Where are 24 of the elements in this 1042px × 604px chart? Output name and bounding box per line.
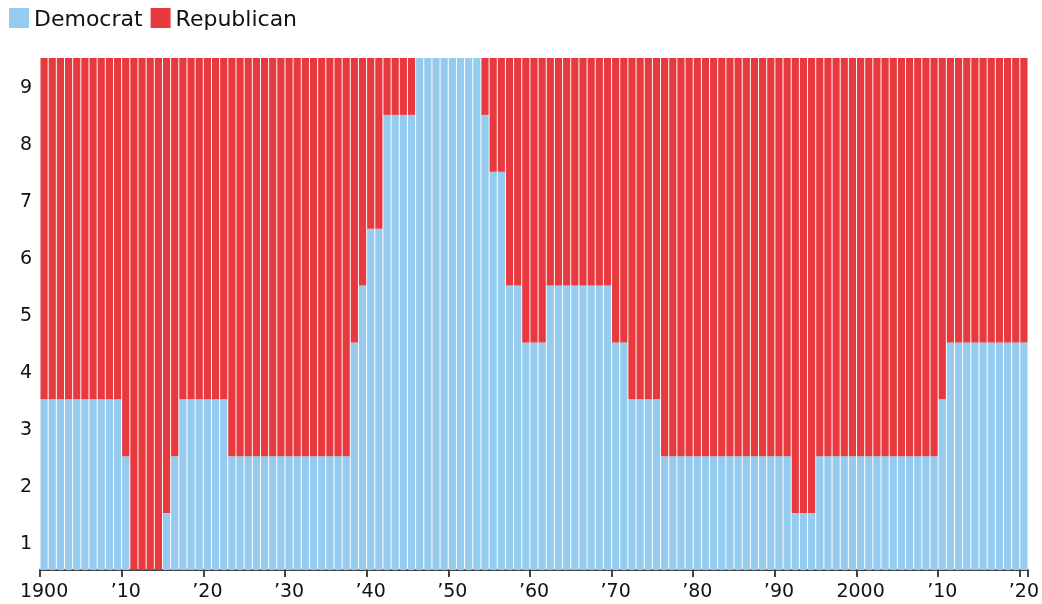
x-tick-label: ’70	[600, 578, 631, 601]
x-tick-label: ’10	[927, 578, 958, 601]
y-tick-label: 6	[19, 246, 32, 269]
x-tick-label: ’90	[763, 578, 795, 601]
x-tick-label: ’20	[1008, 578, 1040, 601]
x-tick-label: ’30	[273, 578, 305, 601]
legend-label: Republican	[175, 5, 298, 31]
y-tick-label: 1	[19, 530, 32, 553]
x-tick-label: ’10	[110, 578, 141, 601]
y-tick-label: 3	[19, 416, 32, 439]
x-tick-label: 1900	[19, 578, 69, 601]
y-tick-label: 7	[19, 189, 32, 212]
y-tick-label: 2	[19, 473, 32, 496]
x-tick-label: ’60	[518, 578, 550, 601]
x-tick-label: ’80	[682, 578, 713, 601]
y-tick-label: 4	[19, 359, 32, 382]
x-tick-label: 2000	[836, 578, 885, 601]
legend-label: Democrat	[34, 5, 143, 31]
y-tick-label: 5	[19, 303, 32, 325]
y-tick-label: 8	[19, 132, 32, 155]
x-tick-label: ’40	[355, 578, 386, 601]
y-tick-label: 9	[19, 75, 32, 98]
x-tick-label: ’20	[192, 578, 223, 601]
x-tick-label: ’50	[437, 578, 468, 601]
